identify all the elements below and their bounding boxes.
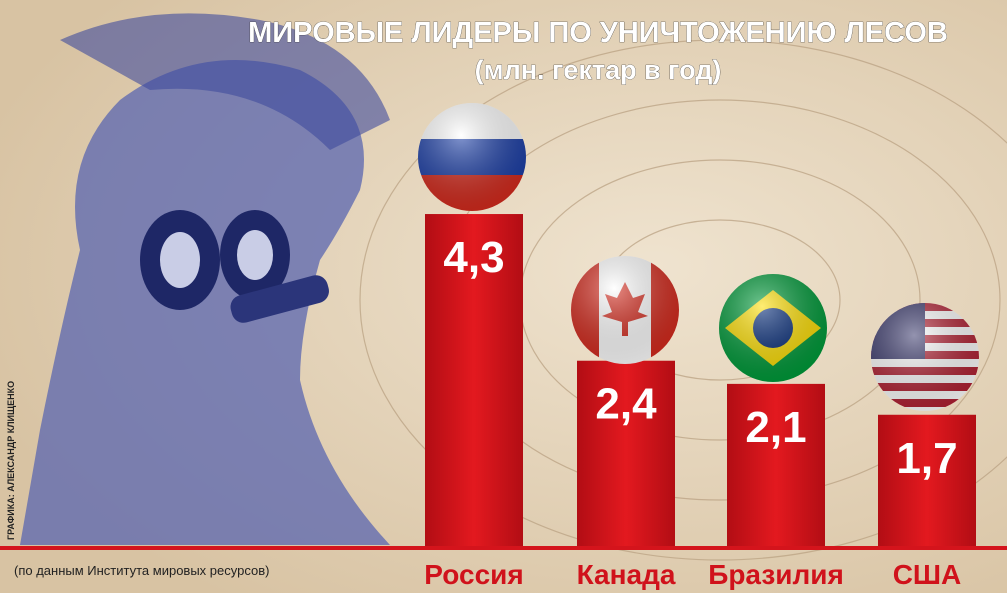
chart-title: МИРОВЫЕ ЛИДЕРЫ ПО УНИЧТОЖЕНИЮ ЛЕСОВ — [248, 17, 948, 49]
value-label: 1,7 — [896, 434, 957, 483]
source-note: (по данным Института мировых ресурсов) — [14, 563, 269, 578]
bar — [727, 383, 825, 546]
tree-illustration — [20, 13, 390, 545]
bar — [577, 360, 675, 546]
x-tick-label: США — [893, 559, 962, 590]
value-label: 2,4 — [595, 380, 657, 429]
x-tick-label: Бразилия — [708, 559, 844, 590]
credit: ГРАФИКА: АЛЕКСАНДР КЛИЩЕНКО — [6, 381, 16, 540]
chart-subtitle: (млн. гектар в год) — [475, 55, 722, 85]
x-tick-label: Канада — [577, 559, 676, 590]
bar — [878, 414, 976, 546]
x-tick-label: Россия — [424, 559, 523, 590]
value-label: 4,3 — [443, 233, 504, 282]
value-label: 2,1 — [745, 403, 806, 452]
flags — [418, 103, 979, 411]
bar — [425, 214, 523, 547]
